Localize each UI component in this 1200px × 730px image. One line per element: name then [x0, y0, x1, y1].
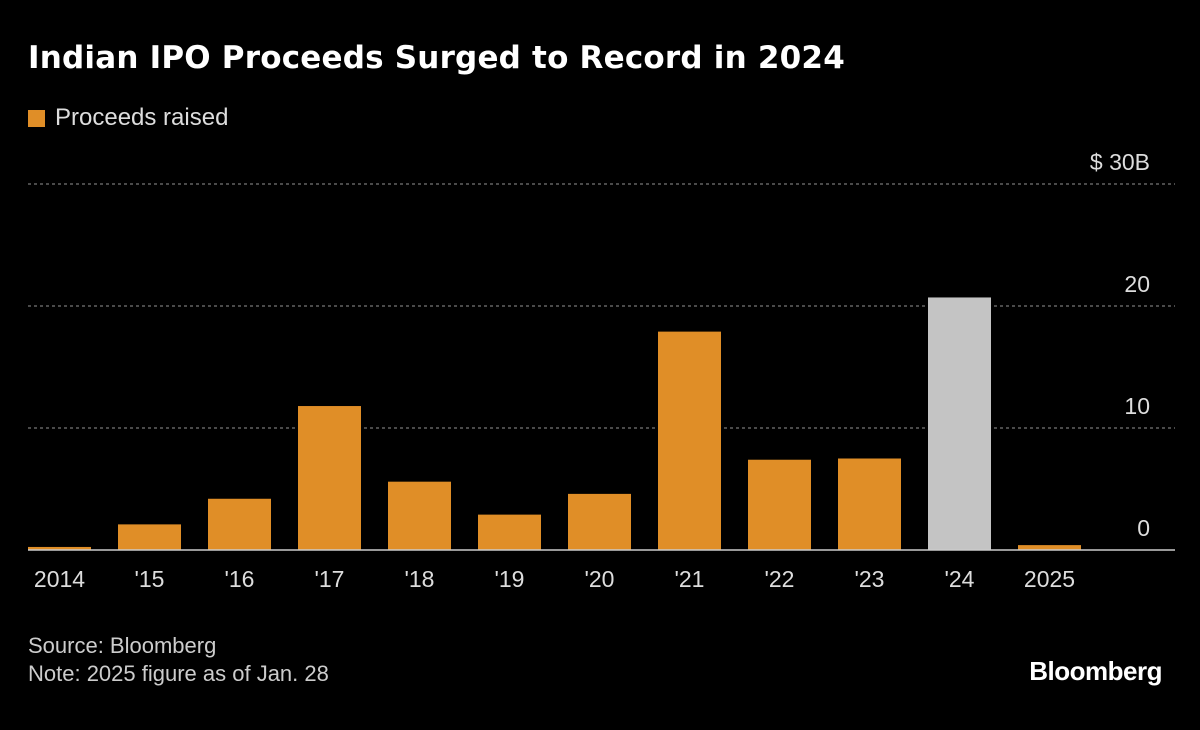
- y-tick-label: 10: [1124, 393, 1150, 419]
- x-tick-label: '18: [405, 566, 435, 592]
- x-tick-label: '21: [675, 566, 705, 592]
- x-tick-label: '22: [765, 566, 795, 592]
- bloomberg-logo: Bloomberg: [1029, 656, 1162, 686]
- bar: [478, 514, 541, 550]
- bar: [388, 481, 451, 550]
- bar: [1018, 545, 1081, 550]
- footer: Source: Bloomberg Note: 2025 figure as o…: [28, 632, 329, 688]
- x-tick-label: '17: [315, 566, 345, 592]
- bar: [748, 459, 811, 550]
- chart-title: Indian IPO Proceeds Surged to Record in …: [28, 40, 845, 76]
- x-tick-label: '24: [945, 566, 975, 592]
- legend-swatch: [28, 109, 45, 127]
- x-tick-label: 2025: [1024, 566, 1075, 592]
- x-tick-label: '23: [855, 566, 885, 592]
- note: Note: 2025 figure as of Jan. 28: [28, 661, 329, 686]
- bar: [928, 297, 991, 550]
- y-tick-label: 20: [1124, 271, 1150, 297]
- x-tick-label: '20: [585, 566, 615, 592]
- bar: [118, 524, 181, 550]
- legend-label: Proceeds raised: [55, 104, 229, 131]
- bar: [658, 331, 721, 550]
- x-tick-label: '16: [225, 566, 255, 592]
- x-tick-label: '15: [135, 566, 165, 592]
- bar: [568, 493, 631, 550]
- y-tick-label: 0: [1137, 515, 1150, 541]
- x-tick-label: 2014: [34, 566, 85, 592]
- bar: [208, 498, 271, 550]
- bar: [28, 546, 91, 550]
- bar: [298, 406, 361, 550]
- source-note: Source: Bloomberg: [28, 633, 217, 658]
- legend: Proceeds raised: [28, 104, 228, 132]
- bar: [838, 458, 901, 550]
- y-tick-label: $ 30B: [1090, 149, 1150, 175]
- x-tick-label: '19: [495, 566, 525, 592]
